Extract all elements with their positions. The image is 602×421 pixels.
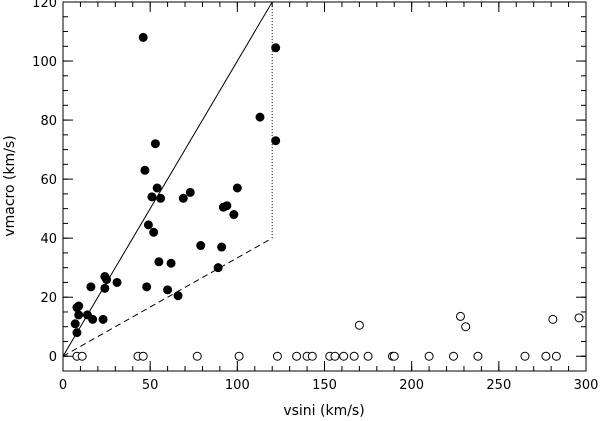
y-tick-label: 80 bbox=[40, 114, 57, 129]
filled-data-point bbox=[138, 32, 148, 42]
filled-data-point bbox=[229, 210, 239, 220]
filled-data-point bbox=[70, 319, 80, 329]
x-tick-label: 250 bbox=[486, 378, 511, 393]
filled-data-point bbox=[149, 227, 159, 237]
data-points bbox=[70, 32, 584, 361]
filled-data-point bbox=[86, 282, 96, 292]
filled-data-point bbox=[173, 291, 183, 301]
open-data-point bbox=[138, 351, 148, 361]
open-data-point bbox=[272, 351, 282, 361]
x-tick-labels: 0 50 100 150 200 250 300 bbox=[59, 378, 599, 393]
reference-lines bbox=[62, 1, 273, 357]
filled-data-point bbox=[147, 192, 157, 202]
filled-data-point bbox=[271, 43, 281, 53]
open-data-point bbox=[449, 351, 459, 361]
open-data-point bbox=[574, 313, 584, 323]
reference-line-dashed bbox=[62, 237, 273, 357]
filled-data-point bbox=[166, 258, 176, 268]
open-data-point bbox=[548, 314, 558, 324]
filled-data-point bbox=[178, 193, 188, 203]
y-tick-label: 100 bbox=[32, 55, 57, 70]
filled-data-point bbox=[185, 187, 195, 197]
filled-data-point bbox=[100, 283, 110, 293]
open-data-point bbox=[292, 351, 302, 361]
open-data-point bbox=[455, 311, 465, 321]
open-data-point bbox=[192, 351, 202, 361]
filled-data-point bbox=[232, 183, 242, 193]
open-data-point bbox=[339, 351, 349, 361]
filled-data-point bbox=[74, 310, 84, 320]
filled-data-point bbox=[163, 285, 173, 295]
open-data-point bbox=[473, 351, 483, 361]
filled-data-point bbox=[72, 328, 82, 338]
filled-data-point bbox=[152, 183, 162, 193]
filled-data-point bbox=[98, 314, 108, 324]
x-tick-label: 100 bbox=[225, 378, 250, 393]
filled-data-point bbox=[142, 282, 152, 292]
filled-data-point bbox=[271, 136, 281, 146]
y-tick-label: 20 bbox=[40, 291, 57, 306]
open-data-point bbox=[354, 320, 364, 330]
open-data-point bbox=[234, 351, 244, 361]
filled-data-point bbox=[154, 257, 164, 267]
reference-line-solid bbox=[62, 1, 273, 357]
y-tick-label: 0 bbox=[49, 350, 57, 365]
y-tick-label: 40 bbox=[40, 232, 57, 247]
filled-data-point bbox=[222, 201, 232, 211]
x-tick-label: 300 bbox=[574, 378, 599, 393]
x-tick-label: 150 bbox=[312, 378, 337, 393]
filled-data-point bbox=[102, 274, 112, 284]
open-data-point bbox=[461, 322, 471, 332]
major-ticks bbox=[62, 1, 587, 371]
open-data-point bbox=[389, 351, 399, 361]
open-data-point bbox=[551, 351, 561, 361]
filled-data-point bbox=[88, 314, 98, 324]
minor-ticks bbox=[62, 1, 587, 372]
filled-data-point bbox=[143, 220, 153, 230]
filled-data-point bbox=[150, 139, 160, 149]
y-tick-label: 120 bbox=[32, 0, 57, 11]
open-data-point bbox=[541, 351, 551, 361]
x-tick-label: 0 bbox=[59, 378, 67, 393]
x-tick-label: 50 bbox=[142, 378, 159, 393]
open-data-point bbox=[349, 351, 359, 361]
y-tick-labels: 0 20 40 60 80 100 120 bbox=[32, 0, 57, 365]
open-data-point bbox=[520, 351, 530, 361]
filled-data-point bbox=[196, 241, 206, 251]
filled-data-point bbox=[140, 165, 150, 175]
filled-data-point bbox=[255, 112, 265, 122]
y-tick-label: 60 bbox=[40, 173, 57, 188]
open-data-point bbox=[307, 351, 317, 361]
open-data-point bbox=[330, 351, 340, 361]
open-data-point bbox=[363, 351, 373, 361]
filled-data-point bbox=[74, 301, 84, 311]
filled-data-point bbox=[112, 277, 122, 287]
y-axis-title: vmacro (km/s) bbox=[2, 135, 18, 236]
x-axis-title: vsini (km/s) bbox=[283, 403, 364, 419]
filled-data-point bbox=[213, 263, 223, 273]
filled-data-point bbox=[217, 242, 227, 252]
x-tick-label: 200 bbox=[399, 378, 424, 393]
open-data-point bbox=[424, 351, 434, 361]
plot-frame bbox=[62, 1, 587, 372]
filled-data-point bbox=[156, 193, 166, 203]
open-data-point bbox=[77, 351, 87, 361]
